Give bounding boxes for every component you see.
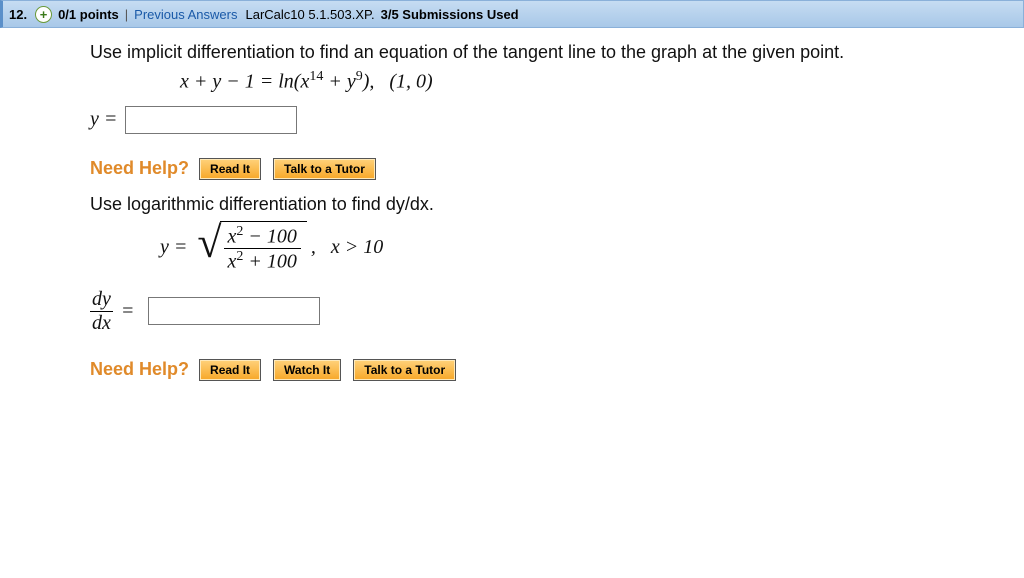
- equation-2: y = √ x2 − 100 x2 + 100 , x > 10: [160, 221, 1024, 274]
- answer-label-1: y =: [90, 108, 117, 131]
- need-help-row-1: Need Help? Read It Talk to a Tutor: [90, 158, 1024, 180]
- talk-tutor-button-2[interactable]: Talk to a Tutor: [353, 359, 456, 381]
- answer-input-2[interactable]: [148, 297, 320, 325]
- under-root: x2 − 100 x2 + 100: [220, 221, 307, 274]
- instruction-1: Use implicit differentiation to find an …: [90, 42, 1024, 63]
- separator: |: [125, 7, 128, 22]
- instruction-2-text: Use logarithmic differentiation to find …: [90, 194, 434, 214]
- fraction-denominator: x2 + 100: [224, 249, 301, 274]
- answer-input-1[interactable]: [125, 106, 297, 134]
- question-header: 12. + 0/1 points | Previous Answers LarC…: [0, 0, 1024, 28]
- assignment-code: LarCalc10 5.1.503.XP.: [245, 7, 374, 22]
- need-help-label-1: Need Help?: [90, 158, 189, 179]
- eq2-condition: , x > 10: [311, 236, 383, 259]
- question-number: 12.: [9, 7, 27, 22]
- answer-row-2: dy dx =: [90, 288, 1024, 335]
- read-it-button-1[interactable]: Read It: [199, 158, 261, 180]
- need-help-label-2: Need Help?: [90, 359, 189, 380]
- read-it-button-2[interactable]: Read It: [199, 359, 261, 381]
- dx-text: dx: [90, 312, 113, 335]
- points-text: 0/1 points: [58, 7, 119, 22]
- question-body: Use implicit differentiation to find an …: [0, 28, 1024, 415]
- sqrt-expression: √ x2 − 100 x2 + 100: [197, 221, 307, 274]
- watch-it-button-2[interactable]: Watch It: [273, 359, 341, 381]
- answer-row-1: y =: [90, 106, 1024, 134]
- need-help-row-2: Need Help? Read It Watch It Talk to a Tu…: [90, 359, 1024, 381]
- radical-icon: √: [197, 221, 221, 274]
- dy-text: dy: [90, 288, 113, 312]
- fraction-numerator: x2 − 100: [224, 224, 301, 250]
- submissions-text: 3/5 Submissions Used: [381, 7, 519, 22]
- eq2-lhs: y =: [160, 236, 187, 259]
- dy-dx-label: dy dx: [90, 288, 113, 335]
- expand-icon[interactable]: +: [35, 6, 52, 23]
- equals-sign: =: [121, 300, 135, 323]
- question-container: 12. + 0/1 points | Previous Answers LarC…: [0, 0, 1024, 415]
- instruction-2: Use logarithmic differentiation to find …: [90, 194, 1024, 215]
- equation-1: x + y − 1 = ln(x14 + y9), (1, 0): [180, 69, 1024, 94]
- talk-tutor-button-1[interactable]: Talk to a Tutor: [273, 158, 376, 180]
- fraction: x2 − 100 x2 + 100: [224, 224, 301, 274]
- previous-answers-link[interactable]: Previous Answers: [134, 7, 237, 22]
